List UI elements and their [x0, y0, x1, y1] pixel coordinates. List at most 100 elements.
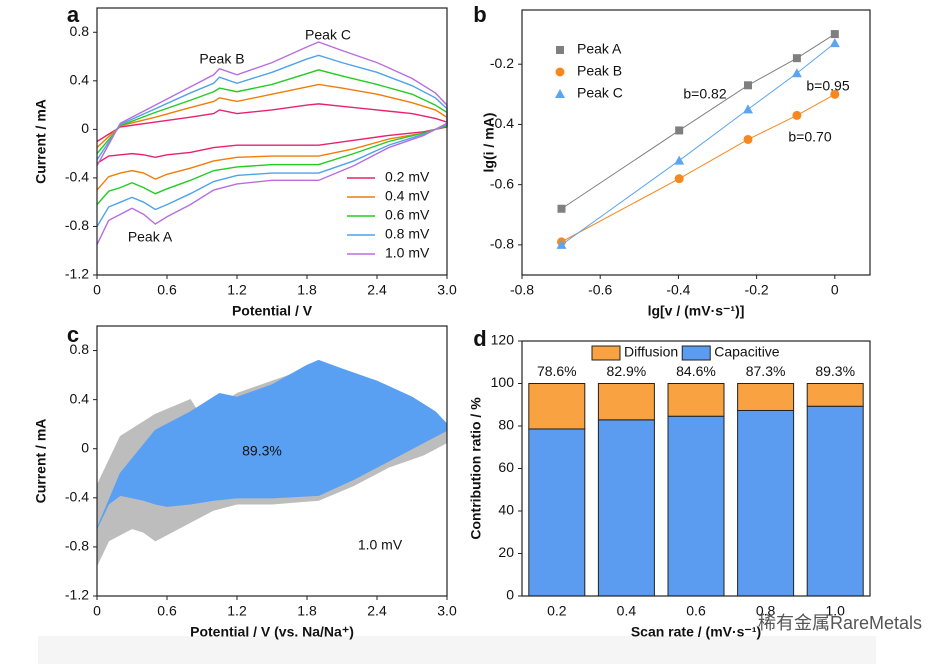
x-tick-label: 0.8 [756, 603, 776, 619]
marker [556, 46, 564, 54]
plot-frame [521, 9, 871, 276]
marker [791, 68, 802, 78]
marker [792, 110, 802, 120]
annotation: b=0.70 [788, 129, 831, 145]
panel-letter: c [67, 322, 79, 347]
panel-letter: b [473, 2, 486, 27]
y-tick-label: 0 [81, 439, 89, 455]
x-tick-label: 1.0 [825, 603, 845, 619]
legend-label: 1.0 mV [385, 245, 430, 261]
y-tick-label: 120 [491, 332, 515, 348]
x-tick-label: 1.2 [227, 282, 247, 298]
x-tick-label: 0.6 [157, 603, 177, 619]
x-tick-label: 0.2 [547, 603, 567, 619]
value-label: 89.3% [815, 363, 855, 379]
bar-segment [806, 383, 864, 407]
bar-segment [737, 409, 795, 597]
y-axis-title: lg(i / mA) [481, 113, 497, 173]
legend-label: Peak C [577, 85, 623, 101]
annotation: 89.3% [242, 443, 282, 459]
y-tick-label: -0.4 [65, 489, 89, 505]
x-tick-label: 0 [831, 282, 839, 298]
marker [830, 89, 840, 99]
y-axis-title: Current / mA [33, 99, 49, 184]
legend-swatch [591, 345, 621, 361]
annotation: b=0.95 [806, 78, 849, 94]
bar-segment [667, 383, 725, 417]
y-tick-label: -1.2 [65, 587, 89, 603]
legend-label: Peak A [577, 41, 622, 57]
watermark: 稀有金属RareMetals [758, 613, 922, 633]
x-tick-label: 1.8 [297, 603, 317, 619]
value-label: 84.6% [676, 363, 716, 379]
plot-frame [96, 325, 448, 597]
bar-segment [597, 419, 655, 597]
bar-segment [597, 383, 655, 421]
y-tick-label: 40 [498, 502, 514, 518]
marker [556, 239, 567, 249]
x-axis-title: Scan rate / (mV·s⁻¹) [631, 624, 761, 640]
marker [555, 67, 565, 77]
x-axis-title: Potential / V [232, 303, 313, 319]
y-tick-label: 0 [506, 587, 514, 603]
x-tick-label: 1.8 [297, 282, 317, 298]
x-tick-label: -0.4 [666, 282, 690, 298]
y-tick-label: -0.8 [490, 236, 514, 252]
value-label: 78.6% [537, 363, 577, 379]
legend-swatch [681, 345, 711, 361]
y-tick-label: 0.8 [70, 341, 90, 357]
bar-segment [667, 415, 725, 597]
legend-label: 0.8 mV [385, 226, 430, 242]
x-tick-label: 2.4 [367, 282, 387, 298]
legend-label: Peak B [577, 63, 622, 79]
marker [792, 54, 801, 63]
x-tick-label: 0.6 [686, 603, 706, 619]
annotation: 1.0 mV [358, 537, 403, 553]
y-tick-label: 20 [498, 544, 514, 560]
value-label: 82.9% [607, 363, 647, 379]
bar-segment [806, 405, 864, 597]
y-tick-label: -0.4 [490, 115, 514, 131]
y-tick-label: 100 [491, 374, 515, 390]
y-tick-label: -0.8 [65, 538, 89, 554]
marker [557, 204, 566, 213]
y-tick-label: 0.4 [70, 390, 90, 406]
marker [830, 30, 839, 39]
y-tick-label: -0.6 [490, 175, 514, 191]
x-tick-label: -0.8 [510, 282, 534, 298]
cv-curve [96, 103, 448, 164]
x-tick-label: 1.2 [227, 603, 247, 619]
x-axis-title: Potential / V (vs. Na/Na⁺) [190, 624, 354, 640]
legend-label: Diffusion [624, 344, 678, 360]
y-tick-label: -1.2 [65, 266, 89, 282]
x-tick-label: 2.4 [367, 603, 387, 619]
y-tick-label: 0.4 [70, 72, 90, 88]
marker [744, 81, 753, 90]
x-tick-label: 0.4 [617, 603, 637, 619]
annotation: Peak B [199, 51, 244, 67]
y-tick-label: 60 [498, 459, 514, 475]
x-tick-label: 3.0 [437, 282, 457, 298]
panel-letter: d [473, 326, 486, 351]
legend-label: 0.6 mV [385, 207, 430, 223]
marker [829, 38, 840, 48]
footer-band [38, 636, 876, 664]
y-tick-label: -0.8 [65, 217, 89, 233]
x-tick-label: 0.6 [157, 282, 177, 298]
marker [674, 174, 684, 184]
legend-label: 0.4 mV [385, 188, 430, 204]
annotation: b=0.82 [683, 86, 726, 102]
marker [555, 89, 565, 98]
marker [675, 126, 684, 135]
marker [743, 134, 753, 144]
marker [743, 104, 754, 114]
x-tick-label: 3.0 [437, 603, 457, 619]
legend-label: Capacitive [714, 344, 780, 360]
y-tick-label: 0.8 [70, 23, 90, 39]
y-axis-title: Contribution ratio / % [468, 397, 484, 540]
bar-segment [737, 383, 795, 411]
annotation: Peak C [305, 27, 351, 43]
x-tick-label: -0.2 [745, 282, 769, 298]
legend-label: 0.2 mV [385, 169, 430, 185]
